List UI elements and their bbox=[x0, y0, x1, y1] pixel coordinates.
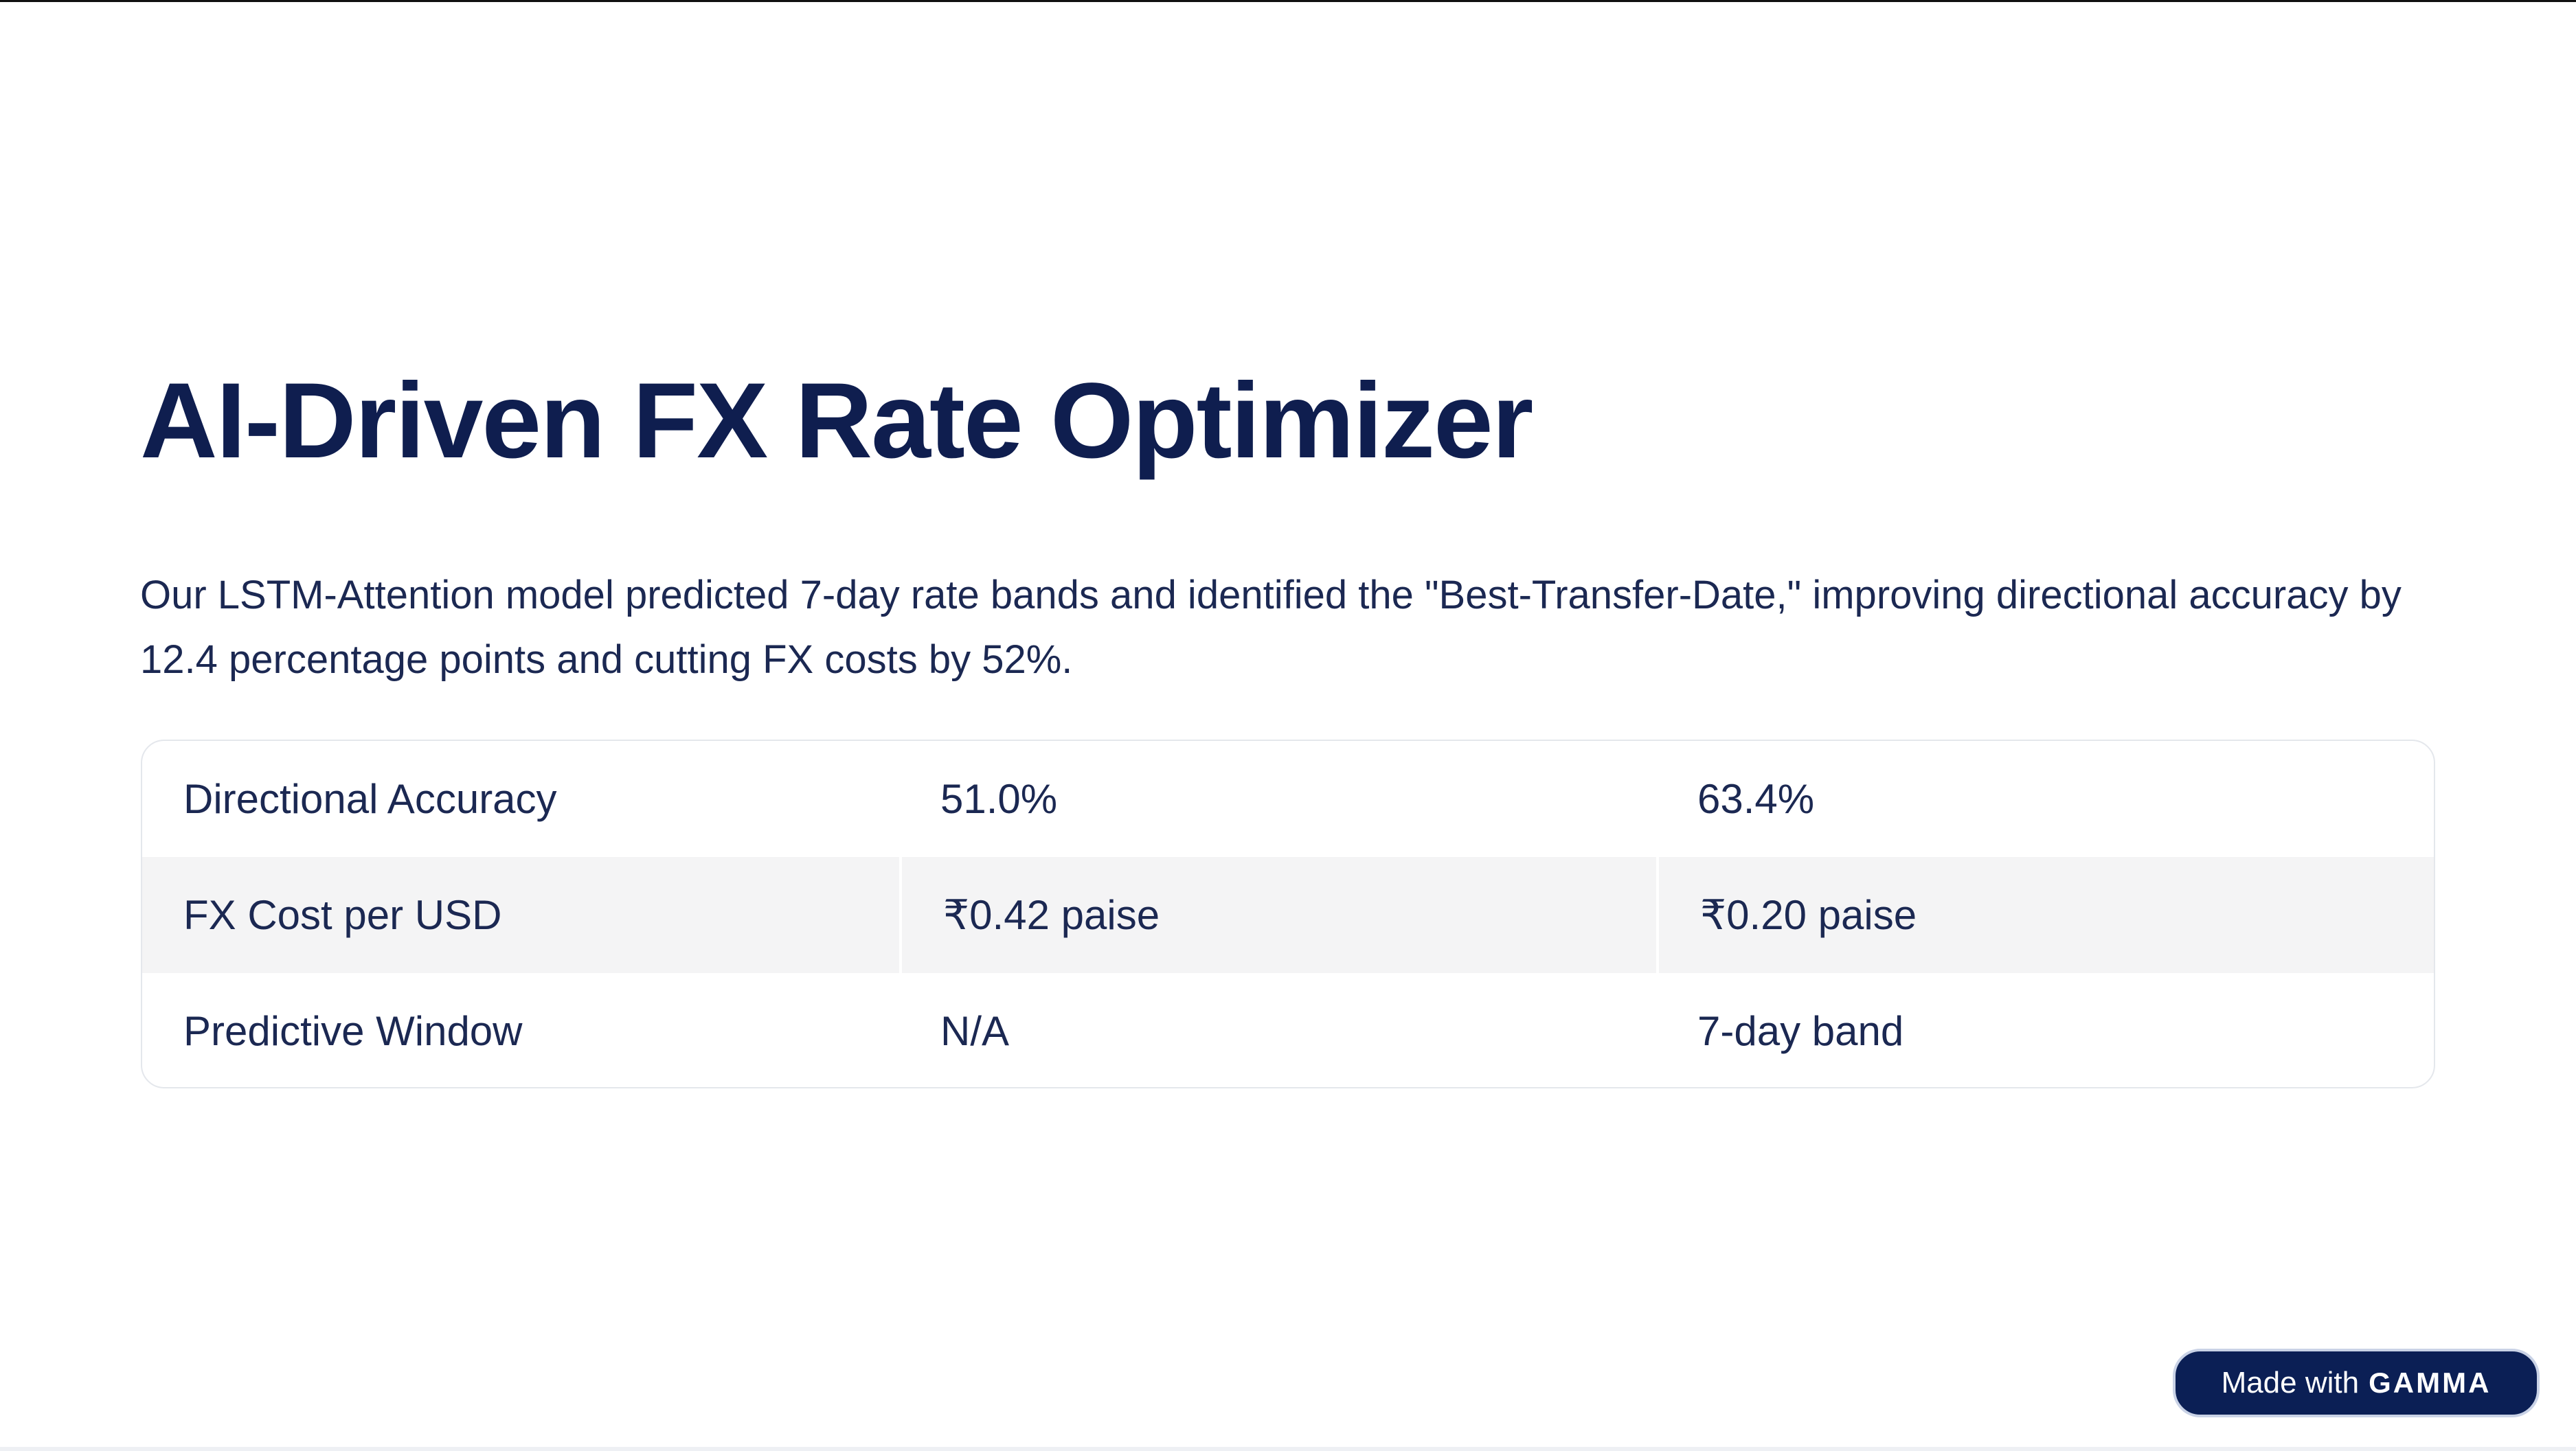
bottom-border bbox=[0, 1447, 2576, 1451]
model-value: ₹0.20 paise bbox=[1656, 857, 2434, 973]
baseline-value: N/A bbox=[940, 1008, 1010, 1054]
description-text: Our LSTM-Attention model predicted 7-day… bbox=[140, 573, 2402, 682]
model-value: 63.4% bbox=[1697, 776, 1815, 822]
table-row: Directional Accuracy 51.0% 63.4% bbox=[142, 741, 2434, 857]
badge-prefix: Made with bbox=[2221, 1366, 2360, 1399]
table-row: FX Cost per USD ₹0.42 paise ₹0.20 paise bbox=[142, 857, 2434, 973]
model-value: 7-day band bbox=[1697, 1008, 1904, 1054]
baseline-value: ₹0.42 paise bbox=[899, 857, 1656, 973]
top-border bbox=[0, 0, 2576, 2]
page-title: AI-Driven FX Rate Optimizer bbox=[140, 361, 1533, 481]
metrics-table: Directional Accuracy 51.0% 63.4% FX Cost… bbox=[141, 740, 2435, 1088]
baseline-value: 51.0% bbox=[940, 776, 1058, 822]
metric-label: FX Cost per USD bbox=[183, 892, 502, 938]
made-with-gamma-button[interactable]: Made with GAMMA bbox=[2173, 1349, 2540, 1417]
metric-label: Directional Accuracy bbox=[183, 776, 557, 822]
gamma-logo: GAMMA bbox=[2369, 1367, 2492, 1399]
metric-label: Predictive Window bbox=[183, 1008, 523, 1054]
table-row: Predictive Window N/A 7-day band bbox=[142, 973, 2434, 1087]
